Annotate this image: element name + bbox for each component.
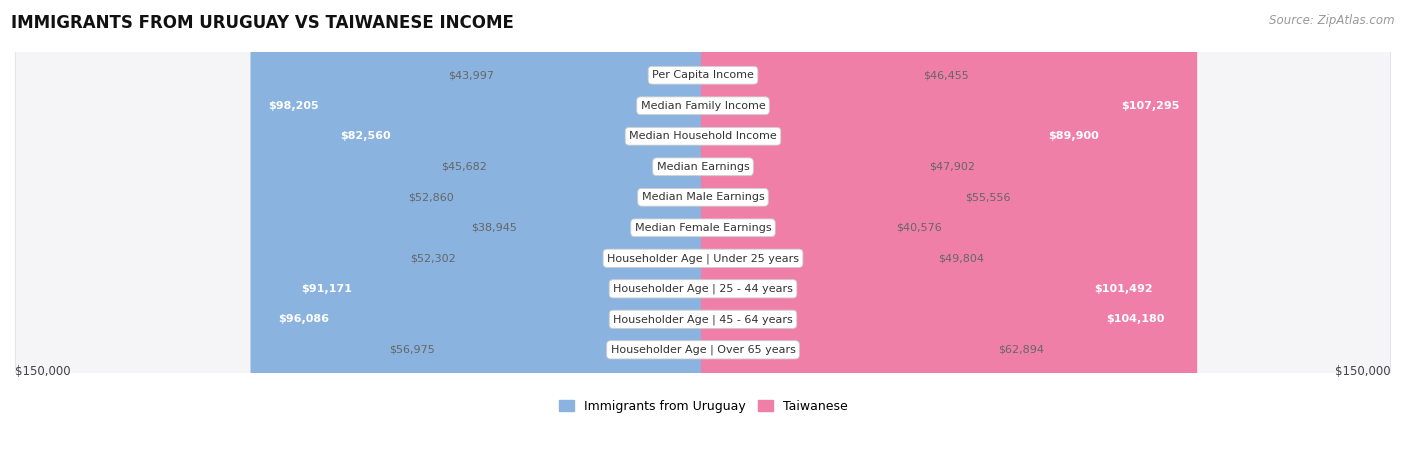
FancyBboxPatch shape (702, 0, 1197, 467)
Text: $56,975: $56,975 (389, 345, 434, 355)
Text: $38,945: $38,945 (471, 223, 517, 233)
Text: $49,804: $49,804 (938, 253, 984, 263)
FancyBboxPatch shape (492, 0, 704, 467)
Text: $62,894: $62,894 (998, 345, 1045, 355)
Text: Median Male Earnings: Median Male Earnings (641, 192, 765, 202)
Text: $96,086: $96,086 (278, 314, 329, 324)
Text: Median Family Income: Median Family Income (641, 101, 765, 111)
FancyBboxPatch shape (522, 0, 704, 467)
FancyBboxPatch shape (702, 0, 891, 467)
Text: $104,180: $104,180 (1107, 314, 1164, 324)
FancyBboxPatch shape (250, 0, 704, 467)
Text: $55,556: $55,556 (965, 192, 1010, 202)
Text: $45,682: $45,682 (440, 162, 486, 172)
Text: $40,576: $40,576 (896, 223, 942, 233)
Text: $52,302: $52,302 (411, 253, 456, 263)
Text: Median Earnings: Median Earnings (657, 162, 749, 172)
FancyBboxPatch shape (283, 0, 704, 467)
FancyBboxPatch shape (702, 0, 1182, 467)
FancyBboxPatch shape (702, 0, 994, 467)
FancyBboxPatch shape (15, 0, 1391, 467)
FancyBboxPatch shape (702, 0, 934, 467)
FancyBboxPatch shape (260, 0, 704, 467)
Text: Median Female Earnings: Median Female Earnings (634, 223, 772, 233)
FancyBboxPatch shape (15, 0, 1391, 467)
FancyBboxPatch shape (458, 0, 704, 467)
FancyBboxPatch shape (702, 0, 960, 467)
Text: $150,000: $150,000 (1336, 365, 1391, 378)
Text: IMMIGRANTS FROM URUGUAY VS TAIWANESE INCOME: IMMIGRANTS FROM URUGUAY VS TAIWANESE INC… (11, 14, 515, 32)
Text: $52,860: $52,860 (408, 192, 454, 202)
Text: Median Household Income: Median Household Income (628, 131, 778, 141)
FancyBboxPatch shape (702, 0, 1118, 467)
FancyBboxPatch shape (15, 0, 1391, 467)
FancyBboxPatch shape (15, 0, 1391, 467)
Text: $101,492: $101,492 (1094, 284, 1153, 294)
FancyBboxPatch shape (440, 0, 704, 467)
Text: $46,455: $46,455 (922, 70, 969, 80)
Text: $43,997: $43,997 (449, 70, 495, 80)
FancyBboxPatch shape (702, 0, 925, 467)
Text: $89,900: $89,900 (1049, 131, 1099, 141)
FancyBboxPatch shape (15, 0, 1391, 467)
Text: Householder Age | Under 25 years: Householder Age | Under 25 years (607, 253, 799, 263)
FancyBboxPatch shape (15, 0, 1391, 467)
FancyBboxPatch shape (499, 0, 704, 467)
Text: Householder Age | Over 65 years: Householder Age | Over 65 years (610, 345, 796, 355)
Text: Per Capita Income: Per Capita Income (652, 70, 754, 80)
Text: Householder Age | 45 - 64 years: Householder Age | 45 - 64 years (613, 314, 793, 325)
FancyBboxPatch shape (322, 0, 704, 467)
Text: $91,171: $91,171 (301, 284, 352, 294)
FancyBboxPatch shape (15, 0, 1391, 467)
Text: $98,205: $98,205 (269, 101, 319, 111)
Text: $150,000: $150,000 (15, 365, 70, 378)
Text: Source: ZipAtlas.com: Source: ZipAtlas.com (1270, 14, 1395, 27)
FancyBboxPatch shape (702, 0, 918, 467)
Legend: Immigrants from Uruguay, Taiwanese: Immigrants from Uruguay, Taiwanese (554, 395, 852, 417)
Text: $47,902: $47,902 (929, 162, 976, 172)
Text: Householder Age | 25 - 44 years: Householder Age | 25 - 44 years (613, 283, 793, 294)
FancyBboxPatch shape (15, 0, 1391, 467)
FancyBboxPatch shape (461, 0, 704, 467)
FancyBboxPatch shape (15, 0, 1391, 467)
Text: $107,295: $107,295 (1121, 101, 1180, 111)
FancyBboxPatch shape (702, 0, 1171, 467)
FancyBboxPatch shape (15, 0, 1391, 467)
Text: $82,560: $82,560 (340, 131, 391, 141)
